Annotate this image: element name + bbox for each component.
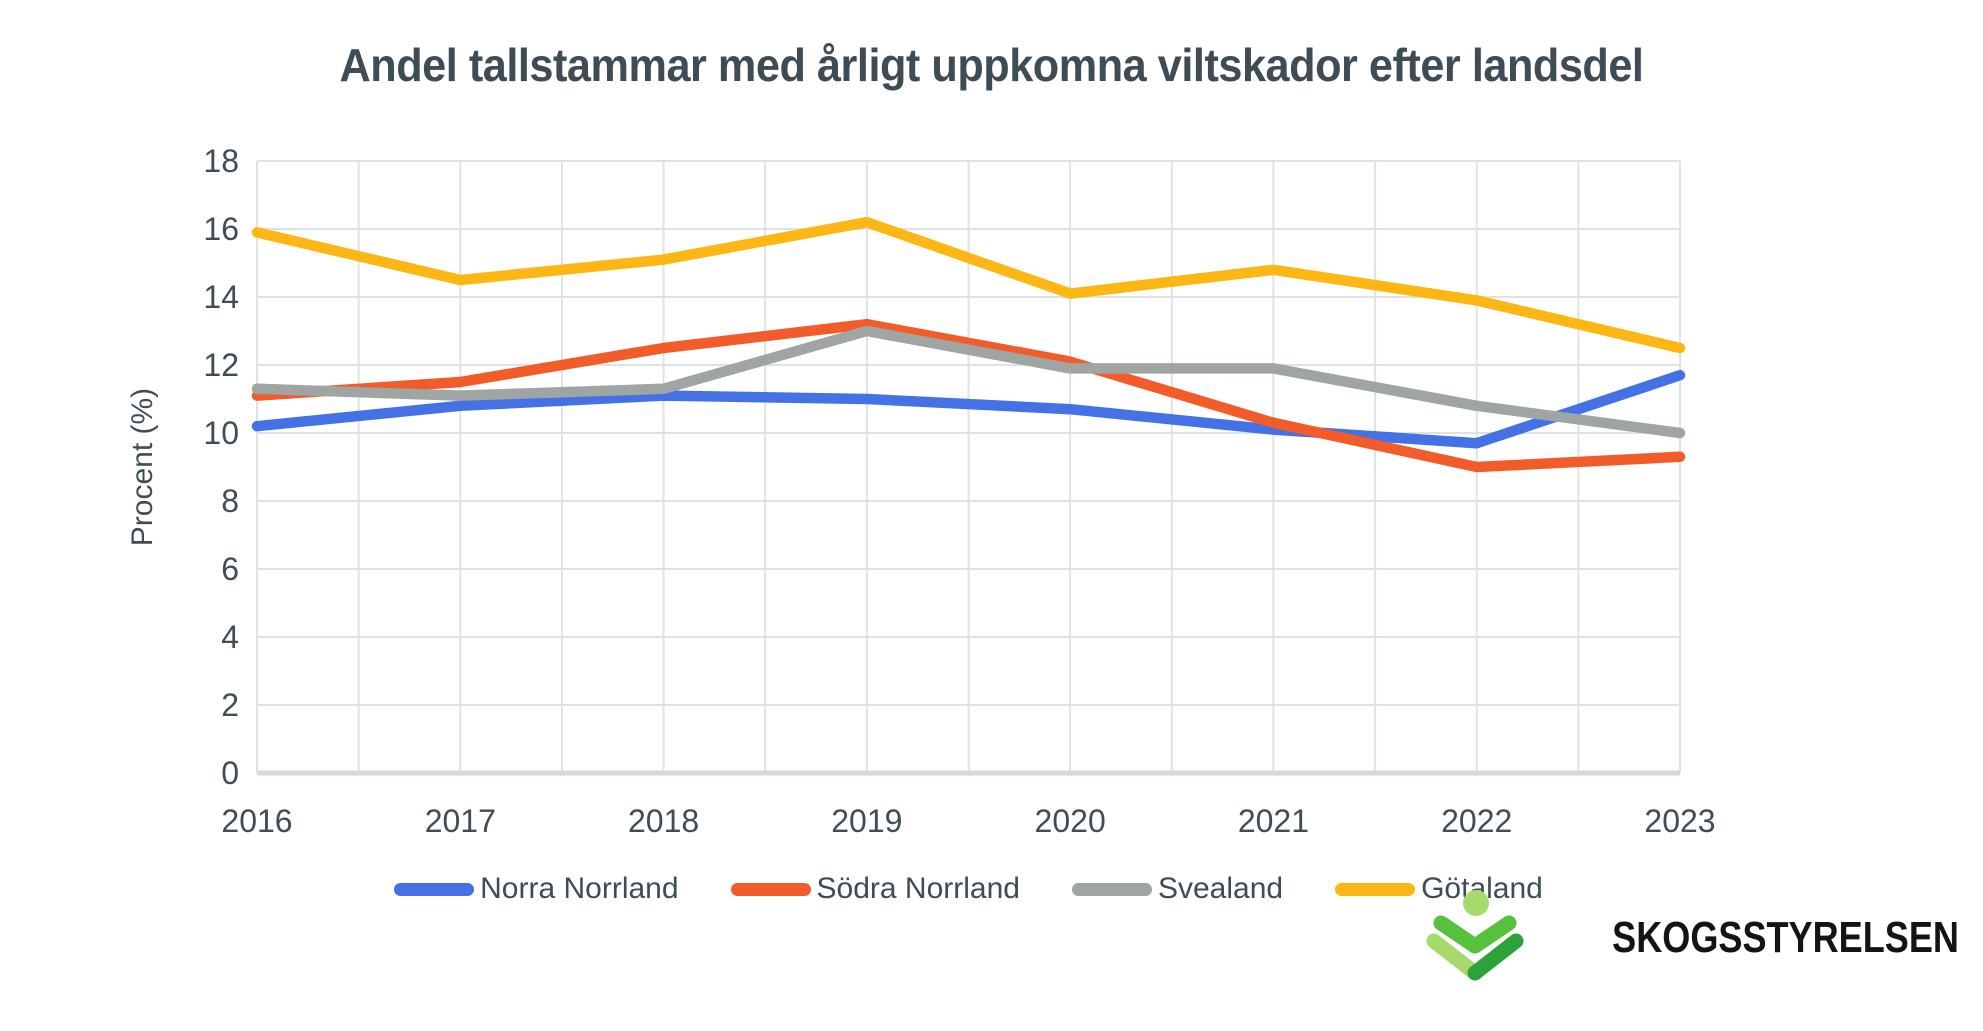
legend-label-s-dra-norrland: Södra Norrland — [816, 872, 1020, 905]
y-tick-label: 4 — [221, 619, 239, 655]
series-line-norra-norrland — [251, 369, 1686, 449]
legend-item-s-dra-norrland: Södra Norrland — [730, 872, 1020, 906]
skogsstyrelsen-emblem-icon — [1426, 890, 1524, 981]
y-tick-label: 10 — [203, 415, 239, 451]
chart-title: Andel tallstammar med årligt uppkomna vi… — [339, 39, 1644, 91]
legend-item-g-taland: Götaland — [1335, 872, 1543, 906]
y-axis-title: Procent (%) — [126, 388, 159, 546]
skogsstyrelsen-logo-text: SKOGSSTYRELSEN — [1612, 913, 1959, 962]
y-tick-label: 12 — [203, 347, 239, 383]
legend-swatch-norra-norrland — [394, 882, 475, 896]
y-tick-label: 18 — [203, 143, 239, 179]
legend-item-norra-norrland: Norra Norrland — [394, 872, 679, 906]
y-tick-label: 6 — [221, 551, 239, 587]
x-tick-label: 2019 — [831, 803, 902, 839]
legend-swatch-s-dra-norrland — [730, 882, 811, 896]
series-line-svealand — [251, 325, 1686, 439]
legend-label-norra-norrland: Norra Norrland — [480, 872, 679, 905]
x-tick-label: 2023 — [1644, 803, 1715, 839]
y-tick-label: 14 — [203, 279, 239, 315]
chart-legend: Norra Norrland Södra Norrland Svealand Göta… — [257, 872, 1680, 906]
y-tick-label: 8 — [221, 483, 239, 519]
series-line-s-dra-norrland — [251, 318, 1686, 473]
y-tick-label: 0 — [221, 755, 239, 791]
y-tick-label: 16 — [203, 211, 239, 247]
legend-label-svealand: Svealand — [1157, 872, 1284, 905]
legend-item-svealand: Svealand — [1071, 872, 1284, 906]
x-tick-label: 2017 — [425, 803, 496, 839]
x-tick-label: 2016 — [221, 803, 292, 839]
legend-swatch-g-taland — [1335, 882, 1416, 896]
series-line-g-taland — [251, 216, 1686, 354]
x-tick-label: 2021 — [1238, 803, 1309, 839]
x-tick-label: 2018 — [628, 803, 699, 839]
legend-swatch-svealand — [1071, 882, 1152, 896]
x-tick-label: 2020 — [1035, 803, 1106, 839]
x-tick-label: 2022 — [1441, 803, 1512, 839]
y-tick-label: 2 — [221, 687, 239, 723]
skogsstyrelsen-logo: SKOGSSTYRELSEN — [1426, 888, 1959, 988]
